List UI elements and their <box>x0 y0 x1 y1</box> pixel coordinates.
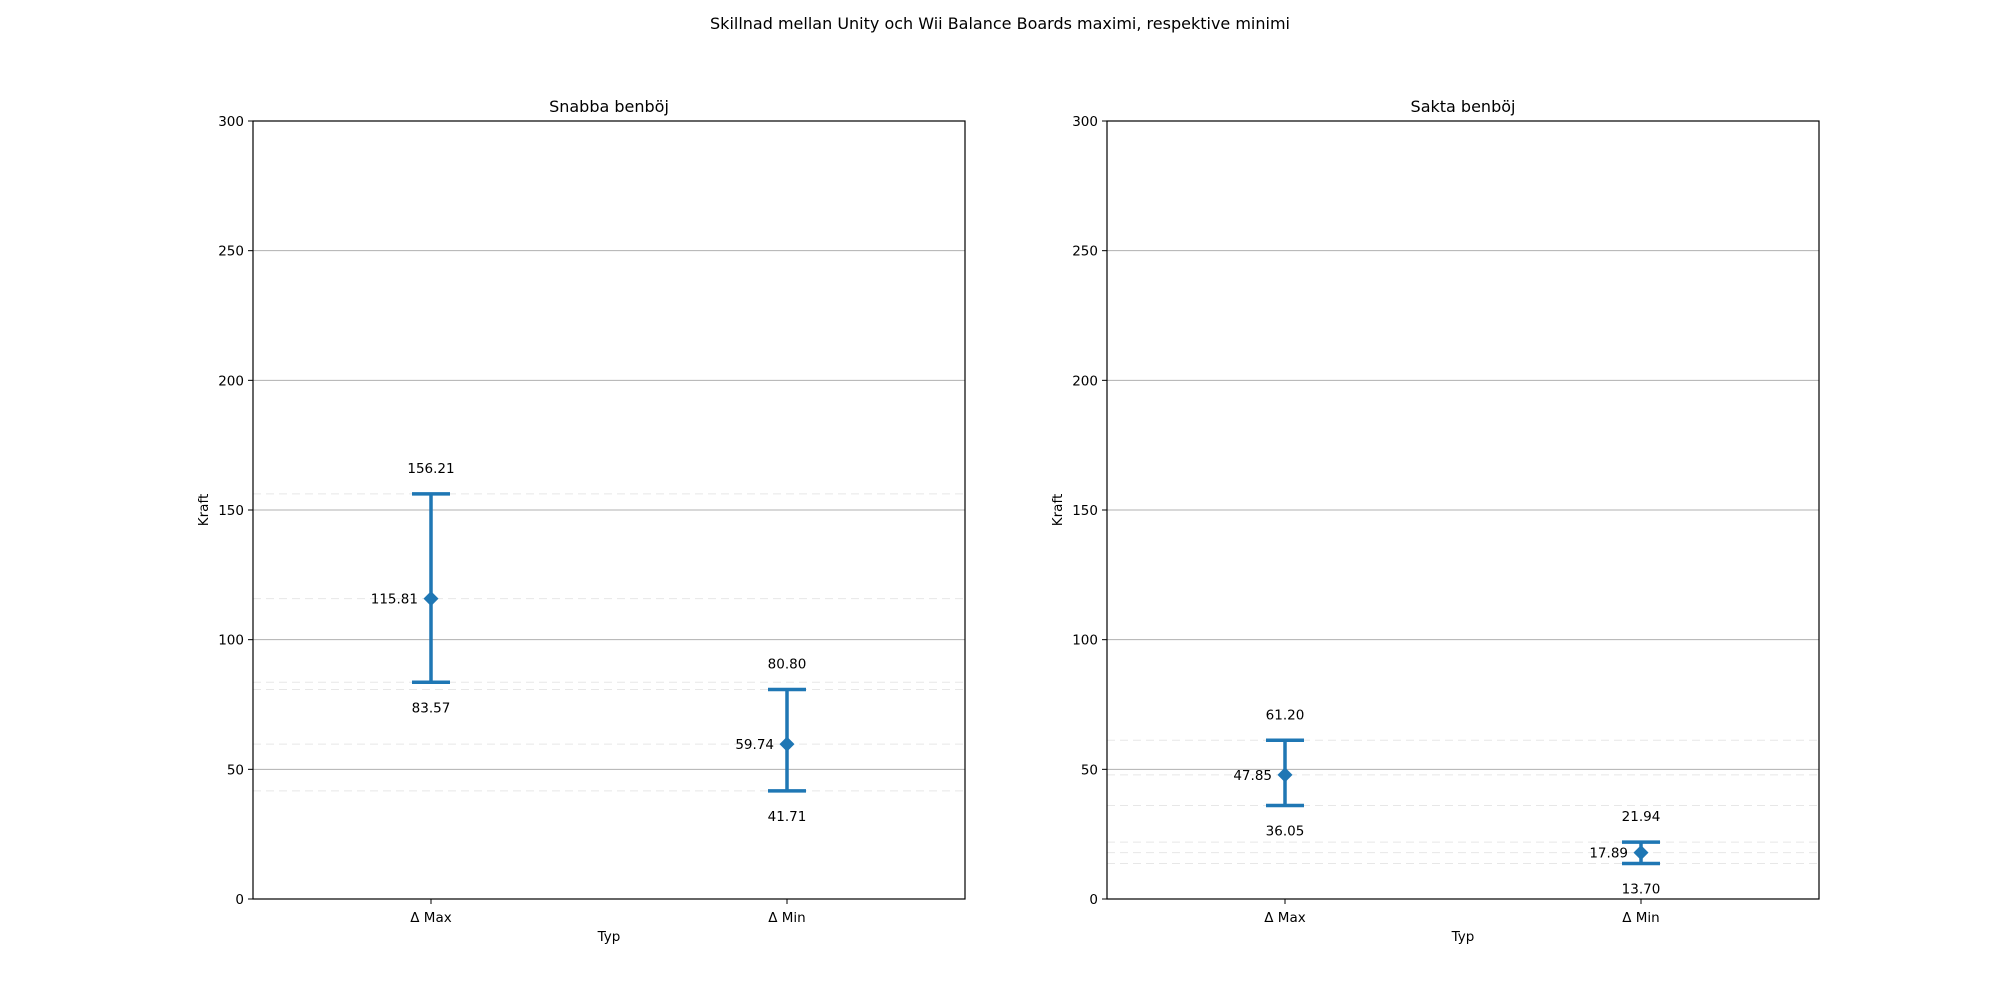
y-tick-label: 150 <box>218 503 244 519</box>
y-axis-label: Kraft <box>1050 494 1066 526</box>
lower-value-label: 83.57 <box>412 700 451 716</box>
upper-value-label: 21.94 <box>1622 809 1661 825</box>
y-tick-label: 250 <box>218 244 244 260</box>
x-tick-label: Δ Max <box>1264 910 1305 926</box>
upper-value-label: 156.21 <box>407 461 454 477</box>
y-tick-label: 150 <box>1072 503 1098 519</box>
mean-marker <box>1277 767 1293 783</box>
y-tick-label: 0 <box>235 892 244 908</box>
y-tick-label: 100 <box>1072 633 1098 649</box>
y-tick-label: 200 <box>218 373 244 389</box>
upper-value-label: 61.20 <box>1266 707 1305 723</box>
subplot-title: Snabba benböj <box>549 97 669 116</box>
y-axis-label: Kraft <box>196 494 212 526</box>
y-tick-label: 250 <box>1072 244 1098 260</box>
mean-value-label: 47.85 <box>1233 768 1272 784</box>
x-tick-label: Δ Max <box>410 910 451 926</box>
subplot-snabba-benboj: 0 50 100 150 200 250 300 Δ Max Δ Min Snabba benbö… <box>196 97 966 945</box>
y-tick-label: 0 <box>1089 892 1098 908</box>
y-tick-label: 50 <box>227 762 244 778</box>
y-tick-label: 100 <box>218 633 244 649</box>
x-axis-label: Typ <box>597 929 621 945</box>
y-tick-label: 200 <box>1072 373 1098 389</box>
figure-title: Skillnad mellan Unity och Wii Balance Bo… <box>710 14 1290 33</box>
mean-marker <box>423 591 439 607</box>
mean-value-label: 59.74 <box>735 737 774 753</box>
lower-value-label: 13.70 <box>1622 881 1661 897</box>
y-tick-label: 300 <box>1072 114 1098 130</box>
x-tick-label: Δ Min <box>768 910 805 926</box>
x-axis-label: Typ <box>1451 929 1475 945</box>
upper-value-label: 80.80 <box>768 656 807 672</box>
mean-marker <box>779 736 795 752</box>
mean-value-label: 17.89 <box>1589 846 1628 862</box>
lower-value-label: 36.05 <box>1266 824 1305 840</box>
lower-value-label: 41.71 <box>768 809 807 825</box>
subplot-sakta-benboj: 0 50 100 150 200 250 300 Δ Max Δ Min Sakta benböj… <box>1050 97 1820 945</box>
subplot-title: Sakta benböj <box>1411 97 1516 116</box>
y-tick-label: 50 <box>1081 762 1098 778</box>
mean-value-label: 115.81 <box>371 592 418 608</box>
y-tick-label: 300 <box>218 114 244 130</box>
mean-marker <box>1633 845 1649 861</box>
x-tick-label: Δ Min <box>1622 910 1659 926</box>
